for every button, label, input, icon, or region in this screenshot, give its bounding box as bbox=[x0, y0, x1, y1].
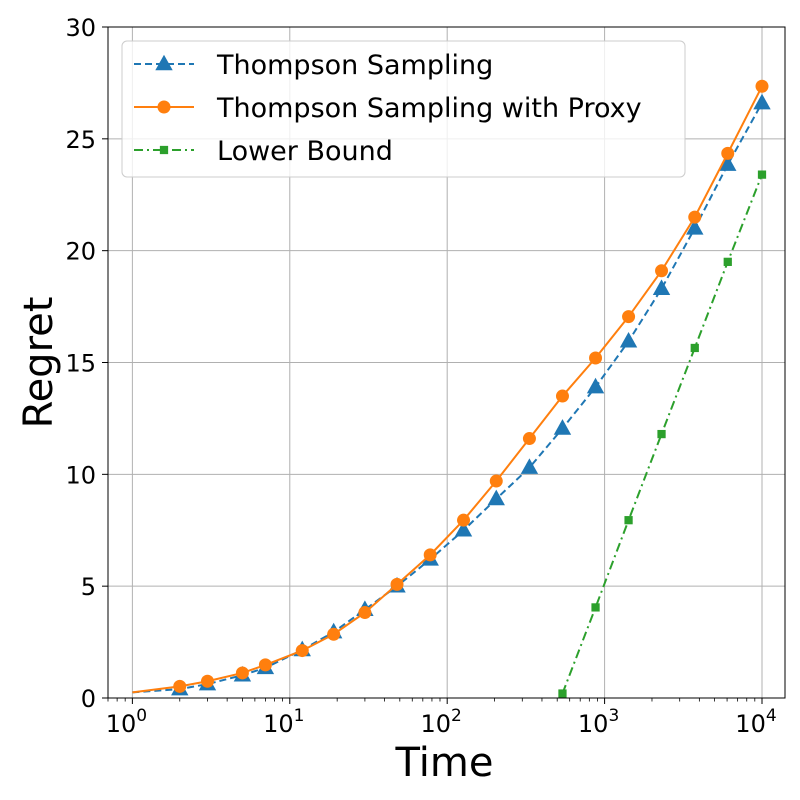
data-point bbox=[358, 606, 372, 620]
data-point bbox=[553, 419, 572, 435]
x-tick-label: 103 bbox=[578, 706, 619, 738]
data-point bbox=[657, 429, 666, 439]
legend-entry: Lower Bound bbox=[134, 136, 393, 167]
data-point bbox=[690, 343, 699, 353]
legend: Thompson Sampling Thompson Sampling with … bbox=[121, 40, 686, 178]
data-point bbox=[327, 627, 341, 641]
legend-label: Thompson Sampling bbox=[216, 50, 493, 81]
data-point bbox=[555, 389, 569, 403]
data-point bbox=[457, 513, 471, 527]
data-point bbox=[757, 170, 767, 179]
series-circle bbox=[132, 79, 769, 694]
data-point bbox=[173, 679, 187, 693]
data-point bbox=[723, 257, 732, 266]
data-point bbox=[652, 279, 671, 295]
x-tick-label-base: 10 bbox=[421, 710, 452, 738]
x-axis-title: Time bbox=[395, 740, 494, 786]
x-tick-label: 101 bbox=[263, 706, 304, 738]
legend-label: Thompson Sampling with Proxy bbox=[216, 93, 642, 124]
legend-marker bbox=[155, 54, 173, 71]
data-point bbox=[622, 310, 636, 324]
y-tick-label: 25 bbox=[65, 126, 96, 154]
legend-entry: Thompson Sampling with Proxy bbox=[134, 93, 642, 124]
data-point bbox=[558, 689, 567, 698]
data-point bbox=[688, 210, 702, 224]
data-point bbox=[591, 603, 600, 612]
data-point bbox=[423, 548, 437, 562]
x-tick-label-exponent: 1 bbox=[294, 706, 305, 726]
x-tick-label-exponent: 4 bbox=[766, 706, 777, 726]
data-point bbox=[487, 489, 505, 506]
x-tick-label-exponent: 3 bbox=[608, 706, 619, 726]
data-point bbox=[520, 458, 539, 474]
legend-marker bbox=[157, 100, 171, 114]
data-point bbox=[390, 577, 404, 591]
x-tick-label-base: 10 bbox=[735, 710, 766, 738]
x-tick-label-exponent: 2 bbox=[451, 706, 462, 726]
y-tick-label: 0 bbox=[81, 685, 96, 713]
y-tick-label: 20 bbox=[65, 238, 96, 266]
legend-marker bbox=[159, 145, 169, 155]
x-tick-label-base: 10 bbox=[106, 710, 137, 738]
data-point bbox=[235, 666, 249, 680]
x-tick-label: 100 bbox=[106, 706, 147, 738]
data-point bbox=[589, 351, 603, 365]
x-tick-label: 102 bbox=[421, 706, 462, 738]
y-tick-label: 15 bbox=[65, 350, 96, 378]
data-point bbox=[624, 516, 633, 525]
x-tick-label-base: 10 bbox=[578, 710, 609, 738]
series-layer bbox=[132, 79, 771, 698]
data-point bbox=[489, 474, 503, 488]
data-point bbox=[295, 644, 309, 658]
x-tick-label: 104 bbox=[735, 706, 776, 738]
data-point bbox=[655, 264, 669, 278]
data-point bbox=[619, 331, 638, 348]
series-triangle bbox=[132, 93, 771, 696]
x-tick-label-exponent: 0 bbox=[136, 706, 147, 726]
legend-box bbox=[121, 40, 686, 178]
data-point bbox=[522, 432, 536, 446]
legend-label: Lower Bound bbox=[217, 136, 393, 167]
data-point bbox=[586, 377, 605, 394]
data-point bbox=[719, 155, 737, 171]
y-axis-title: Regret bbox=[16, 297, 62, 429]
y-tick-label: 5 bbox=[81, 573, 96, 601]
data-point bbox=[258, 658, 272, 672]
data-point bbox=[200, 674, 214, 688]
data-point bbox=[755, 79, 769, 93]
data-point bbox=[686, 219, 704, 235]
legend-entry: Thompson Sampling bbox=[134, 50, 493, 81]
series-square bbox=[558, 170, 767, 698]
data-point bbox=[721, 146, 735, 160]
y-tick-label: 30 bbox=[65, 14, 96, 42]
y-tick-label: 10 bbox=[65, 461, 96, 489]
x-tick-label-base: 10 bbox=[263, 710, 294, 738]
data-point bbox=[454, 520, 473, 537]
data-point bbox=[753, 93, 771, 110]
